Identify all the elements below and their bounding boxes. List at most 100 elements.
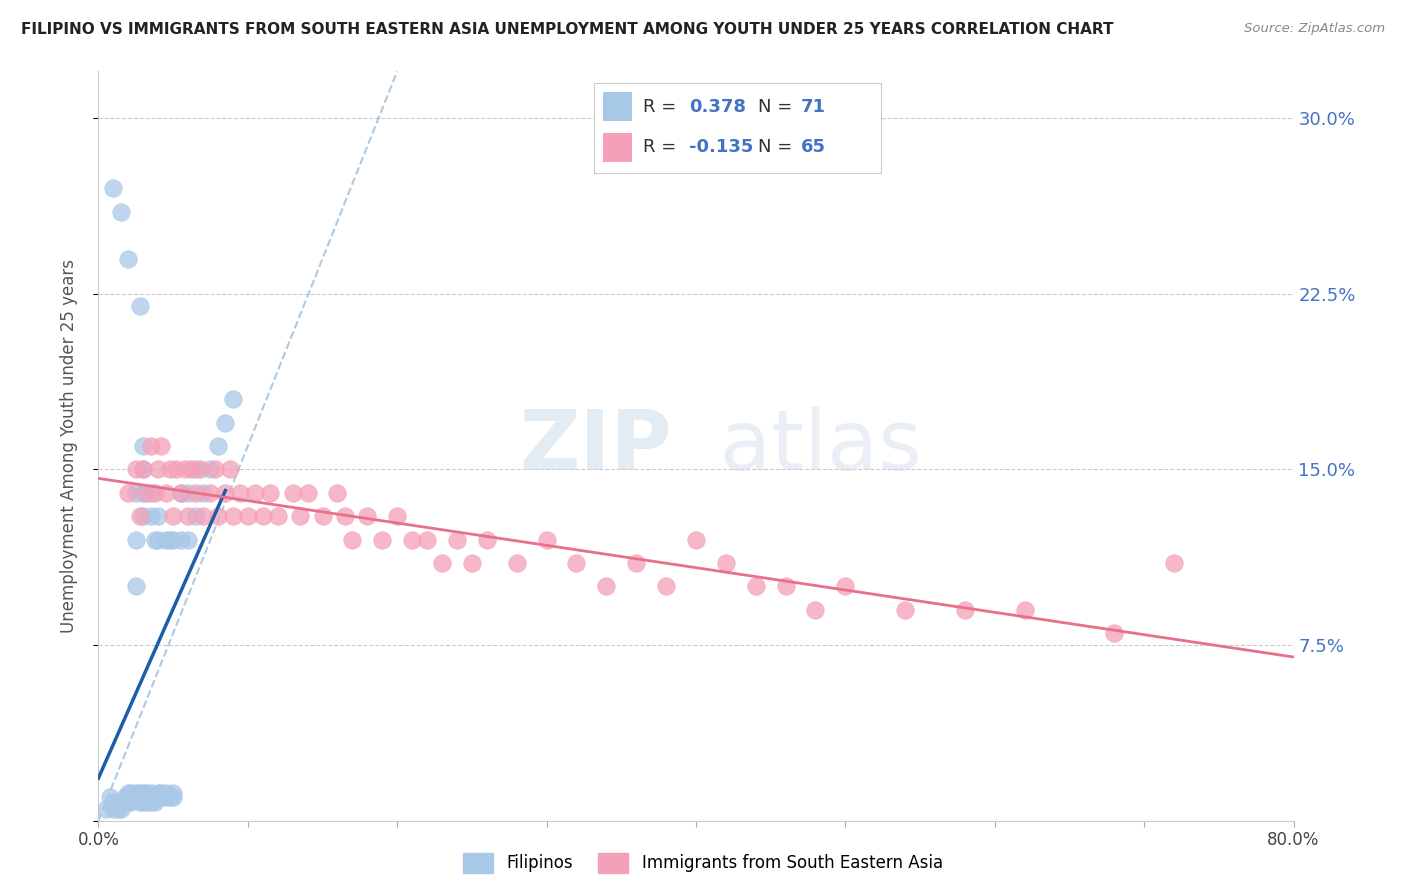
Point — [117, 795, 139, 809]
Point — [267, 509, 290, 524]
Point — [120, 790, 142, 805]
Point — [626, 556, 648, 570]
Point — [139, 439, 162, 453]
Point — [288, 509, 311, 524]
Point — [132, 462, 155, 476]
Point — [401, 533, 423, 547]
Point — [222, 392, 245, 407]
Point — [184, 462, 207, 476]
Point — [356, 509, 378, 524]
Point — [184, 485, 207, 500]
Point — [135, 786, 157, 800]
Point — [132, 485, 155, 500]
Point — [245, 485, 267, 500]
Point — [894, 603, 917, 617]
Point — [129, 786, 152, 800]
Point — [148, 509, 170, 524]
Point — [229, 485, 252, 500]
Point — [714, 556, 737, 570]
Point — [117, 485, 139, 500]
Text: ZIP: ZIP — [520, 406, 672, 486]
Point — [129, 298, 152, 313]
Point — [150, 786, 173, 800]
Point — [103, 802, 125, 816]
Point — [148, 786, 170, 800]
Point — [162, 786, 184, 800]
Point — [139, 795, 162, 809]
Point — [685, 533, 707, 547]
Point — [177, 485, 200, 500]
Text: Source: ZipAtlas.com: Source: ZipAtlas.com — [1244, 22, 1385, 36]
Point — [98, 790, 122, 805]
Point — [169, 533, 191, 547]
Point — [110, 802, 132, 816]
Point — [745, 580, 768, 594]
Point — [143, 485, 166, 500]
Point — [103, 795, 125, 809]
Point — [207, 439, 229, 453]
Point — [326, 485, 349, 500]
Y-axis label: Unemployment Among Youth under 25 years: Unemployment Among Youth under 25 years — [59, 259, 77, 633]
Point — [207, 509, 229, 524]
Point — [132, 462, 155, 476]
Point — [184, 509, 207, 524]
Point — [155, 786, 177, 800]
Point — [139, 786, 162, 800]
Point — [135, 790, 157, 805]
Point — [174, 462, 197, 476]
Point — [214, 416, 236, 430]
Point — [139, 509, 162, 524]
Point — [143, 795, 166, 809]
Point — [169, 485, 191, 500]
Point — [191, 485, 214, 500]
Point — [132, 786, 155, 800]
Point — [117, 252, 139, 266]
Point — [200, 485, 222, 500]
Point — [461, 556, 484, 570]
Point — [125, 462, 148, 476]
Point — [117, 786, 139, 800]
Point — [129, 509, 152, 524]
Point — [103, 181, 125, 195]
Point — [110, 795, 132, 809]
Point — [311, 509, 333, 524]
Point — [143, 790, 166, 805]
Point — [117, 790, 139, 805]
Point — [132, 795, 155, 809]
Point — [125, 485, 148, 500]
Point — [446, 533, 468, 547]
Point — [107, 802, 129, 816]
Point — [953, 603, 976, 617]
Point — [135, 485, 157, 500]
Point — [1014, 603, 1036, 617]
Point — [139, 485, 162, 500]
Point — [1104, 626, 1126, 640]
Point — [120, 795, 142, 809]
Point — [595, 580, 617, 594]
Point — [371, 533, 394, 547]
Point — [430, 556, 453, 570]
Point — [125, 533, 148, 547]
Point — [180, 462, 202, 476]
Point — [200, 462, 222, 476]
Point — [148, 533, 170, 547]
Point — [94, 802, 117, 816]
Point — [165, 462, 187, 476]
Point — [177, 533, 200, 547]
Point — [1163, 556, 1185, 570]
Point — [222, 509, 245, 524]
Point — [148, 462, 170, 476]
Point — [105, 795, 128, 809]
Point — [120, 786, 142, 800]
Point — [169, 485, 191, 500]
Point — [191, 509, 214, 524]
Point — [155, 533, 177, 547]
Point — [177, 509, 200, 524]
Point — [834, 580, 856, 594]
Point — [259, 485, 281, 500]
Point — [114, 790, 136, 805]
Point — [159, 462, 181, 476]
Point — [204, 462, 226, 476]
Point — [150, 790, 173, 805]
Point — [297, 485, 319, 500]
